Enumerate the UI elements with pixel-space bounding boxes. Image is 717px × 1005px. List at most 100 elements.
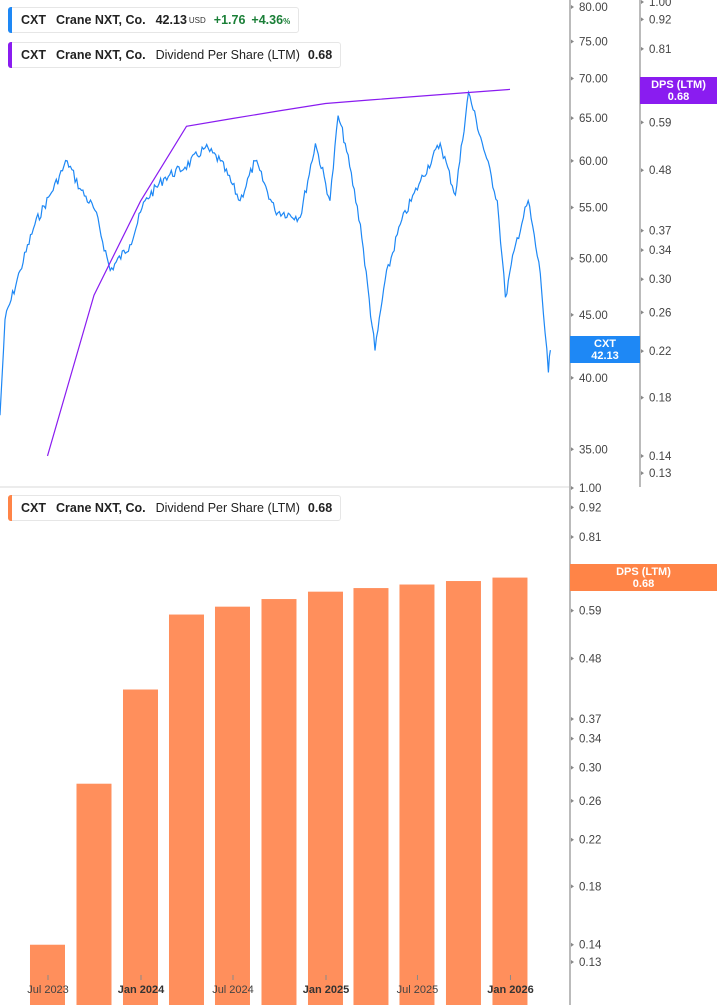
dps-tick-mark (641, 120, 644, 125)
dps-tick: 0.81 (649, 44, 671, 56)
price-tick: 70.00 (579, 73, 608, 85)
legend-value: 0.68 (307, 48, 333, 62)
price-tick: 80.00 (579, 2, 608, 14)
legend-metric: Dividend Per Share (LTM) (155, 48, 300, 62)
bar-y-tick-mark (571, 716, 574, 721)
legend-ticker: CXT (21, 13, 46, 27)
bar-y-tick: 0.26 (579, 796, 601, 808)
price-tick-mark (571, 5, 574, 9)
price-tick-mark (571, 116, 574, 121)
dps-bar[interactable] (76, 783, 112, 1005)
legend-pct-sign: % (283, 17, 291, 26)
dps-tick-mark (641, 0, 644, 4)
bar-y-tick-mark (571, 837, 574, 842)
dps-legend-bottom[interactable]: CXT Crane NXT, Co. Dividend Per Share (L… (8, 495, 342, 521)
x-tick-label: Jan 2025 (303, 984, 349, 996)
legend-price: 42.13 (155, 13, 187, 27)
price-tick-mark (571, 205, 574, 210)
dps-tag-label: DPS (LTM) (616, 565, 671, 578)
dps-tick-mark (641, 17, 644, 22)
price-tick: 60.00 (579, 156, 608, 168)
dps-bar[interactable] (29, 944, 65, 1005)
dps-legend-top[interactable]: CXT Crane NXT, Co. Dividend Per Share (L… (8, 42, 342, 68)
bar-y-tick-mark (571, 959, 574, 964)
dps-tick: 1.00 (649, 0, 671, 9)
bar-y-tick: 0.37 (579, 714, 601, 726)
bar-y-tick-mark (571, 608, 574, 613)
bar-y-tick-mark (571, 534, 574, 539)
dps-tick-mark (641, 349, 644, 354)
price-line[interactable] (0, 90, 551, 416)
price-legend[interactable]: CXT Crane NXT, Co. 42.13 USD +1.76 +4.36… (8, 7, 300, 33)
dps-tick: 0.30 (649, 274, 671, 286)
dps-tick: 0.37 (649, 226, 671, 238)
dps-tick: 0.48 (649, 165, 671, 177)
bar-y-tick: 0.48 (579, 654, 601, 666)
price-tick-mark (571, 76, 574, 81)
price-tick-mark (571, 312, 574, 317)
dps-bar[interactable] (214, 606, 250, 1005)
dps-tick-mark (641, 471, 644, 476)
price-tag-value: 42.13 (591, 349, 619, 362)
dps-bar[interactable] (353, 588, 389, 1005)
price-tick-mark (571, 39, 574, 44)
bar-y-tick-mark (571, 765, 574, 770)
dps-tick: 0.92 (649, 14, 671, 26)
dps-tag-label: DPS (LTM) (651, 78, 706, 91)
legend-ticker: CXT (21, 501, 46, 515)
price-tick: 35.00 (579, 444, 608, 456)
legend-change: +1.76 (213, 13, 246, 27)
dps-bar[interactable] (307, 591, 343, 1005)
price-tick-mark (571, 447, 574, 452)
price-tag: CXT 42.13 (570, 336, 640, 363)
price-tag-ticker: CXT (594, 337, 616, 350)
legend-value: 0.68 (307, 501, 333, 515)
dps-bar[interactable] (261, 599, 297, 1005)
legend-company: Crane NXT, Co. (56, 48, 146, 62)
dps-tick: 0.59 (649, 117, 671, 129)
bar-y-tick: 0.34 (579, 734, 602, 746)
x-tick-label: Jan 2024 (118, 984, 165, 996)
legend-company: Crane NXT, Co. (56, 501, 146, 515)
x-tick-label: Jan 2026 (487, 984, 533, 996)
dps-tick: 0.22 (649, 346, 671, 358)
dps-tick-mark (641, 395, 644, 400)
bar-y-tick: 0.13 (579, 957, 601, 969)
bar-y-tick: 0.30 (579, 763, 601, 775)
legend-color-bar (8, 42, 12, 68)
dps-tick-mark (641, 248, 644, 253)
dps-tag-value: 0.68 (632, 577, 655, 590)
dps-tick: 0.14 (649, 451, 672, 463)
dps-tick: 0.34 (649, 245, 672, 257)
dps-tick-mark (641, 453, 644, 458)
dps-bar[interactable] (399, 584, 435, 1005)
legend-change-pct-value: +4.36 (251, 13, 284, 27)
dps-tag-top: DPS (LTM) 0.68 (640, 77, 717, 104)
dps-bar[interactable] (122, 689, 158, 1005)
dps-tag-bottom: DPS (LTM) 0.68 (570, 564, 717, 591)
dps-tag-value: 0.68 (667, 90, 690, 103)
dps-bar[interactable] (168, 614, 204, 1005)
bar-y-tick-mark (571, 486, 574, 490)
legend-currency: USD (188, 15, 206, 25)
dps-bar[interactable] (445, 581, 481, 1005)
dps-tick: 0.13 (649, 468, 671, 480)
price-tick: 75.00 (579, 37, 608, 49)
price-tick: 45.00 (579, 310, 608, 322)
bar-y-tick-mark (571, 884, 574, 889)
price-tick: 65.00 (579, 113, 608, 125)
dps-tick-mark (641, 310, 644, 315)
price-tick: 40.00 (579, 373, 608, 385)
legend-ticker: CXT (21, 48, 46, 62)
dps-line[interactable] (46, 88, 511, 457)
bar-y-tick: 1.00 (579, 483, 601, 495)
price-tick-mark (571, 256, 574, 261)
legend-company: Crane NXT, Co. (56, 13, 146, 27)
legend-change-pct: +4.36% (251, 13, 290, 27)
price-tick-mark (571, 158, 574, 163)
dps-tick-mark (641, 46, 644, 51)
legend-color-bar (8, 7, 12, 33)
x-tick-label: Jul 2025 (397, 984, 439, 996)
dps-tick-mark (641, 277, 644, 282)
dps-bar[interactable] (492, 577, 528, 1005)
